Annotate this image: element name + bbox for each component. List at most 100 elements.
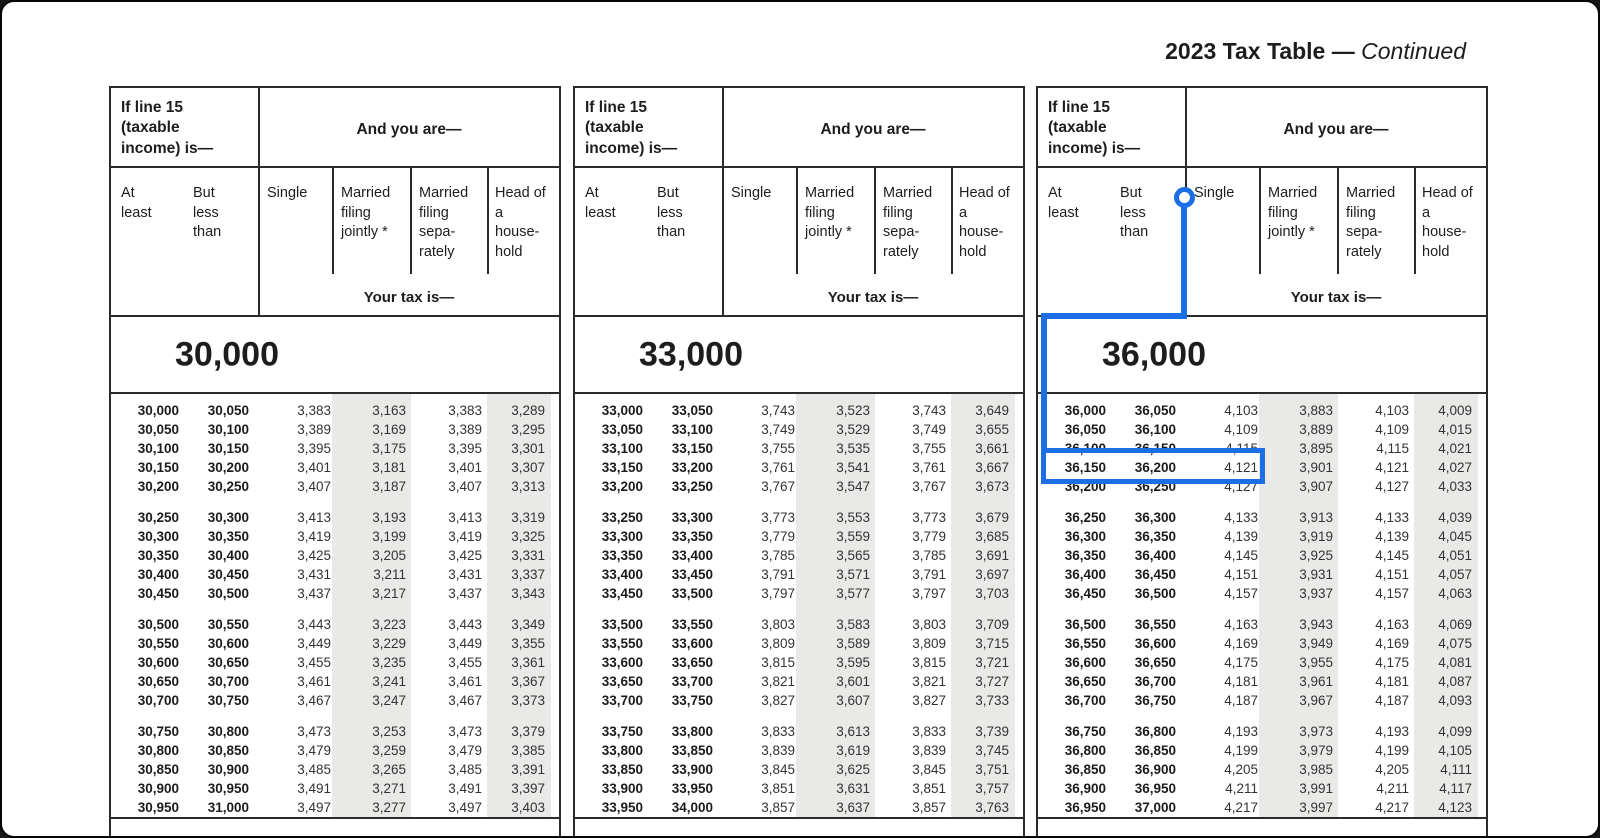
- cell: 4,199: [1224, 743, 1258, 758]
- cell: 3,383: [297, 403, 331, 418]
- cell: 3,601: [836, 674, 870, 689]
- table-row: 33,650 33,700 3,821 3,601 3,821 3,727: [575, 672, 1023, 691]
- cell: 33,900: [671, 762, 713, 777]
- table-row: 36,750 36,800 4,193 3,973 4,193 4,099: [1038, 722, 1486, 741]
- cell: 4,009: [1438, 403, 1472, 418]
- cell: 33,000: [601, 403, 643, 418]
- table-row: 30,850 30,900 3,485 3,265 3,485 3,391: [111, 760, 559, 779]
- cell: 3,367: [511, 674, 545, 689]
- cell: 3,655: [975, 422, 1009, 437]
- cell: 36,450: [1064, 586, 1106, 601]
- cell: 36,250: [1064, 510, 1106, 525]
- table-row: 33,500 33,550 3,803 3,583 3,803 3,709: [575, 615, 1023, 634]
- cell: 4,069: [1438, 617, 1472, 632]
- cell: 30,550: [137, 636, 179, 651]
- highlighted-row-box: [1041, 448, 1265, 484]
- cell: 4,187: [1375, 693, 1409, 708]
- tax-data-grid: 36,000 36,050 4,103 3,883 4,103 4,009 36,050 36…: [1038, 394, 1486, 819]
- cell: 30,000: [137, 403, 179, 418]
- cell: 3,797: [761, 586, 795, 601]
- cell: 3,443: [448, 617, 482, 632]
- row-group: 33,750 33,800 3,833 3,613 3,833 3,739 33,800 33…: [575, 722, 1023, 817]
- cell: 30,950: [207, 781, 249, 796]
- table-row: 30,650 30,700 3,461 3,241 3,461 3,367: [111, 672, 559, 691]
- column-separator-line: [796, 168, 798, 274]
- cell: 3,425: [448, 548, 482, 563]
- cell: 4,093: [1438, 693, 1472, 708]
- cell: 3,883: [1299, 403, 1333, 418]
- cell: 3,733: [975, 693, 1009, 708]
- cell: 3,589: [836, 636, 870, 651]
- cell: 30,950: [137, 800, 179, 815]
- cell: 3,631: [836, 781, 870, 796]
- cell: 3,973: [1299, 724, 1333, 739]
- shaded-column-band: [951, 394, 1015, 817]
- row-group: 33,500 33,550 3,803 3,583 3,803 3,709 33,550 33…: [575, 615, 1023, 710]
- cell: 3,425: [297, 548, 331, 563]
- cell: 3,791: [912, 567, 946, 582]
- cell: 3,313: [511, 479, 545, 494]
- cell: 33,400: [671, 548, 713, 563]
- cell: 36,900: [1134, 762, 1176, 777]
- shaded-column-band: [332, 394, 411, 817]
- cell: 33,800: [601, 743, 643, 758]
- section-label: 36,000: [1102, 335, 1206, 373]
- cell: 33,300: [601, 529, 643, 544]
- column-separator-line: [1259, 168, 1261, 274]
- cell: 36,050: [1064, 422, 1106, 437]
- cell: 3,809: [912, 636, 946, 651]
- taxable-income-header: If line 15 (taxable income) is—: [121, 99, 214, 157]
- table-row: 30,450 30,500 3,437 3,217 3,437 3,343: [111, 584, 559, 603]
- cell: 33,850: [671, 743, 713, 758]
- cell: 37,000: [1134, 800, 1176, 815]
- table-row: 33,100 33,150 3,755 3,535 3,755 3,661: [575, 439, 1023, 458]
- cell: 3,839: [761, 743, 795, 758]
- callout-line-vertical-top: [1181, 198, 1187, 318]
- cell: 3,497: [448, 800, 482, 815]
- cell: 30,800: [207, 724, 249, 739]
- cell: 33,700: [601, 693, 643, 708]
- cell: 33,450: [601, 586, 643, 601]
- header-horizontal-line: [1038, 166, 1486, 168]
- cell: 30,800: [137, 743, 179, 758]
- cell: 3,361: [511, 655, 545, 670]
- cell: 4,109: [1375, 422, 1409, 437]
- table-row: 36,450 36,500 4,157 3,937 4,157 4,063: [1038, 584, 1486, 603]
- cell: 3,721: [975, 655, 1009, 670]
- cell: 36,700: [1064, 693, 1106, 708]
- single-column-header: Single: [267, 185, 308, 201]
- cell: 30,700: [207, 674, 249, 689]
- cell: 3,163: [372, 403, 406, 418]
- cell: 3,833: [761, 724, 795, 739]
- cell: 36,150: [1064, 460, 1106, 475]
- cell: 4,163: [1375, 617, 1409, 632]
- cell: 4,181: [1224, 674, 1258, 689]
- table-row: 30,800 30,850 3,479 3,259 3,479 3,385: [111, 741, 559, 760]
- cell: 4,063: [1438, 586, 1472, 601]
- income-bracket-band: 33,000: [575, 317, 1023, 394]
- cell: 4,103: [1375, 403, 1409, 418]
- cell: 4,157: [1375, 586, 1409, 601]
- cell: 3,235: [372, 655, 406, 670]
- cell: 3,757: [975, 781, 1009, 796]
- cell: 3,473: [297, 724, 331, 739]
- cell: 3,797: [912, 586, 946, 601]
- cell: 4,151: [1375, 567, 1409, 582]
- cell: 4,199: [1375, 743, 1409, 758]
- cell: 4,051: [1438, 548, 1472, 563]
- cell: 3,253: [372, 724, 406, 739]
- cell: 3,301: [511, 441, 545, 456]
- tax-table-panel-30000: If line 15 (taxable income) is— And you …: [109, 86, 561, 836]
- cell: 4,193: [1375, 724, 1409, 739]
- cell: 30,850: [137, 762, 179, 777]
- cell: 3,821: [912, 674, 946, 689]
- table-row: 30,250 30,300 3,413 3,193 3,413 3,319: [111, 508, 559, 527]
- cell: 4,181: [1375, 674, 1409, 689]
- cell: 3,773: [912, 510, 946, 525]
- cell: 33,950: [601, 800, 643, 815]
- cell: 33,500: [601, 617, 643, 632]
- cell: 3,785: [761, 548, 795, 563]
- cell: 4,169: [1224, 636, 1258, 651]
- table-row: 33,950 34,000 3,857 3,637 3,857 3,763: [575, 798, 1023, 817]
- cell: 30,650: [207, 655, 249, 670]
